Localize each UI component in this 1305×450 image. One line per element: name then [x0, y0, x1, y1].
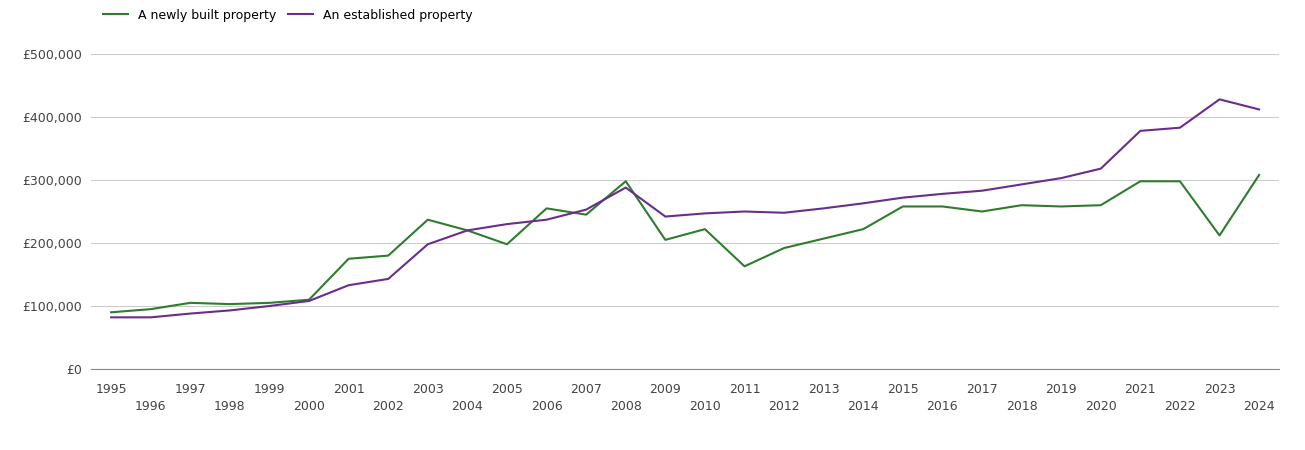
A newly built property	[341, 256, 356, 261]
A newly built property	[697, 226, 713, 232]
An established property	[144, 315, 159, 320]
A newly built property	[144, 306, 159, 312]
Text: 2001: 2001	[333, 383, 364, 396]
Text: 2014: 2014	[847, 400, 880, 413]
An established property	[341, 283, 356, 288]
A newly built property	[459, 228, 475, 233]
A newly built property	[1094, 202, 1109, 208]
An established property	[1212, 97, 1228, 102]
An established property	[816, 206, 831, 211]
Text: 2006: 2006	[531, 400, 562, 413]
A newly built property	[737, 264, 753, 269]
An established property	[1014, 182, 1030, 187]
An established property	[222, 308, 238, 313]
An established property	[301, 298, 317, 304]
A newly built property	[619, 179, 634, 184]
A newly built property	[1172, 179, 1188, 184]
A newly built property	[183, 300, 198, 306]
Text: 2011: 2011	[728, 383, 761, 396]
An established property	[737, 209, 753, 214]
A newly built property	[1251, 172, 1267, 178]
Text: 2020: 2020	[1084, 400, 1117, 413]
Text: 1999: 1999	[253, 383, 286, 396]
Text: 2024: 2024	[1244, 400, 1275, 413]
A newly built property	[776, 245, 792, 251]
An established property	[1053, 176, 1069, 181]
Text: 2012: 2012	[769, 400, 800, 413]
A newly built property	[420, 217, 436, 222]
A newly built property	[856, 226, 872, 232]
Text: 2007: 2007	[570, 383, 602, 396]
A newly built property	[975, 209, 990, 214]
An established property	[420, 242, 436, 247]
A newly built property	[1133, 179, 1148, 184]
An established property	[539, 217, 555, 222]
Text: 1997: 1997	[175, 383, 206, 396]
Text: 1998: 1998	[214, 400, 245, 413]
Text: 2018: 2018	[1006, 400, 1037, 413]
A newly built property	[262, 300, 278, 306]
Text: 2016: 2016	[927, 400, 958, 413]
Text: 2017: 2017	[966, 383, 998, 396]
A newly built property	[301, 297, 317, 302]
An established property	[658, 214, 673, 219]
Text: 2004: 2004	[452, 400, 483, 413]
Text: 2013: 2013	[808, 383, 839, 396]
Text: 2002: 2002	[372, 400, 405, 413]
Text: 2021: 2021	[1125, 383, 1156, 396]
An established property	[1094, 166, 1109, 171]
A newly built property	[222, 302, 238, 307]
A newly built property	[500, 242, 515, 247]
Text: 2008: 2008	[609, 400, 642, 413]
Text: 2010: 2010	[689, 400, 720, 413]
A newly built property	[934, 204, 950, 209]
An established property	[262, 303, 278, 309]
Text: 2023: 2023	[1203, 383, 1236, 396]
Text: 1995: 1995	[95, 383, 127, 396]
A newly built property	[539, 206, 555, 211]
An established property	[856, 201, 872, 206]
A newly built property	[895, 204, 911, 209]
Line: An established property: An established property	[111, 99, 1259, 317]
Line: A newly built property: A newly built property	[111, 175, 1259, 312]
Text: 2022: 2022	[1164, 400, 1195, 413]
An established property	[500, 221, 515, 227]
A newly built property	[1014, 202, 1030, 208]
An established property	[619, 185, 634, 190]
A newly built property	[578, 212, 594, 217]
Text: 2003: 2003	[412, 383, 444, 396]
A newly built property	[658, 237, 673, 243]
An established property	[934, 191, 950, 197]
An established property	[1251, 107, 1267, 112]
Text: 2005: 2005	[491, 383, 523, 396]
A newly built property	[103, 310, 119, 315]
An established property	[183, 311, 198, 316]
An established property	[1133, 128, 1148, 134]
An established property	[895, 195, 911, 200]
An established property	[381, 276, 397, 282]
An established property	[578, 207, 594, 212]
An established property	[697, 211, 713, 216]
A newly built property	[381, 253, 397, 258]
An established property	[975, 188, 990, 194]
An established property	[103, 315, 119, 320]
An established property	[776, 210, 792, 216]
Text: 2000: 2000	[294, 400, 325, 413]
An established property	[1172, 125, 1188, 130]
An established property	[459, 228, 475, 233]
Text: 2009: 2009	[650, 383, 681, 396]
A newly built property	[816, 236, 831, 241]
Text: 2019: 2019	[1045, 383, 1077, 396]
Text: 1996: 1996	[134, 400, 167, 413]
A newly built property	[1053, 204, 1069, 209]
Text: 2015: 2015	[887, 383, 919, 396]
Legend: A newly built property, An established property: A newly built property, An established p…	[98, 4, 478, 27]
A newly built property	[1212, 233, 1228, 238]
